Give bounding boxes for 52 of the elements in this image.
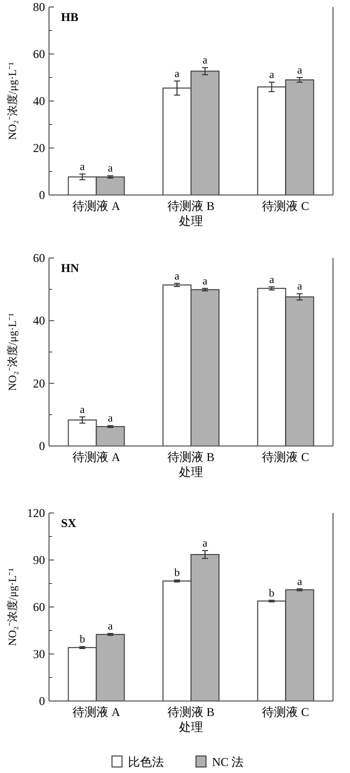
data-label: a: [202, 275, 208, 288]
data-label: a: [297, 576, 302, 588]
x-tick-label: 待测液 B: [167, 199, 215, 213]
y-tick-label: 30: [33, 647, 45, 661]
data-label: a: [202, 54, 208, 67]
data-label: a: [80, 161, 85, 174]
y-tick-label: 80: [33, 0, 45, 14]
data-label: b: [174, 567, 180, 580]
data-label: a: [174, 68, 180, 80]
x-tick-label: 待测液 C: [262, 705, 310, 719]
y-tick-label: 0: [39, 188, 45, 202]
data-label: a: [108, 412, 113, 425]
data-label: a: [269, 69, 274, 82]
x-tick-label: 待测液 C: [262, 199, 310, 213]
data-label: b: [268, 587, 275, 600]
data-label: a: [269, 274, 274, 286]
legend-label: NC 法: [212, 755, 244, 769]
data-label: a: [297, 64, 302, 76]
y-tick-label: 0: [39, 439, 45, 453]
y-tick-label: 20: [33, 141, 45, 155]
data-label: a: [202, 538, 208, 550]
y-tick-label: 20: [33, 376, 45, 390]
chart-title: HN: [61, 261, 80, 275]
data-label: a: [80, 404, 85, 416]
x-tick-label: 待测液 C: [262, 450, 310, 464]
y-axis-title: NO₂⁻浓度/μg·L⁻¹: [6, 313, 19, 391]
x-tick-label: 待测液 A: [72, 199, 120, 213]
y-tick-label: 90: [33, 553, 45, 567]
chart-title: HB: [61, 10, 78, 24]
y-tick-label: 60: [33, 251, 45, 265]
legend-label: 比色法: [128, 755, 164, 769]
y-tick-label: 40: [33, 94, 45, 108]
y-tick-label: 120: [27, 506, 45, 520]
data-label: a: [108, 162, 113, 175]
chart-title: SX: [61, 516, 77, 530]
y-tick-label: 60: [33, 47, 45, 61]
data-label: b: [80, 634, 86, 646]
y-axis-title: NO₂⁻浓度/μg·L⁻¹: [6, 568, 19, 646]
x-axis-title: 处理: [179, 720, 203, 734]
data-label: a: [174, 270, 180, 282]
data-label: a: [108, 620, 113, 632]
y-axis-title: NO₂⁻浓度/μg·L⁻¹: [6, 62, 19, 140]
data-label: a: [297, 280, 302, 293]
y-tick-label: 0: [39, 694, 45, 708]
x-tick-label: 待测液 B: [167, 705, 215, 719]
y-tick-label: 40: [33, 314, 45, 328]
x-axis-title: 处理: [179, 214, 203, 228]
x-tick-label: 待测液 A: [72, 450, 120, 464]
x-axis-title: 处理: [179, 465, 203, 479]
y-tick-label: 60: [33, 600, 45, 614]
x-tick-label: 待测液 B: [167, 450, 215, 464]
x-tick-label: 待测液 A: [72, 705, 120, 719]
